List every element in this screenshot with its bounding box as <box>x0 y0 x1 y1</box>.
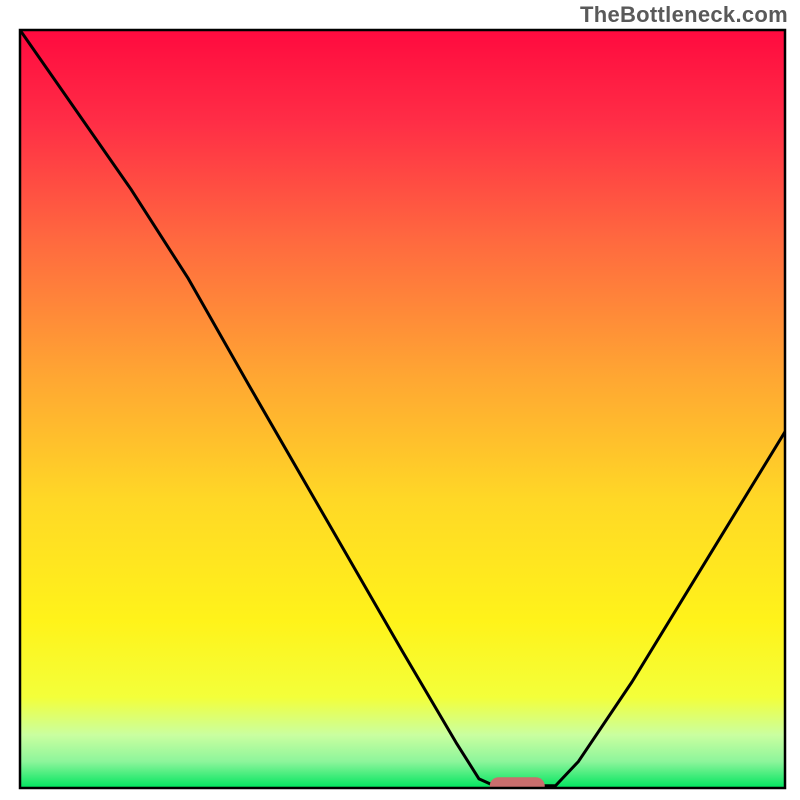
optimal-marker <box>490 777 545 794</box>
plot-area <box>20 30 785 794</box>
watermark-text: TheBottleneck.com <box>580 2 788 28</box>
bottleneck-curve-chart <box>0 0 800 800</box>
gradient-background <box>20 30 785 788</box>
